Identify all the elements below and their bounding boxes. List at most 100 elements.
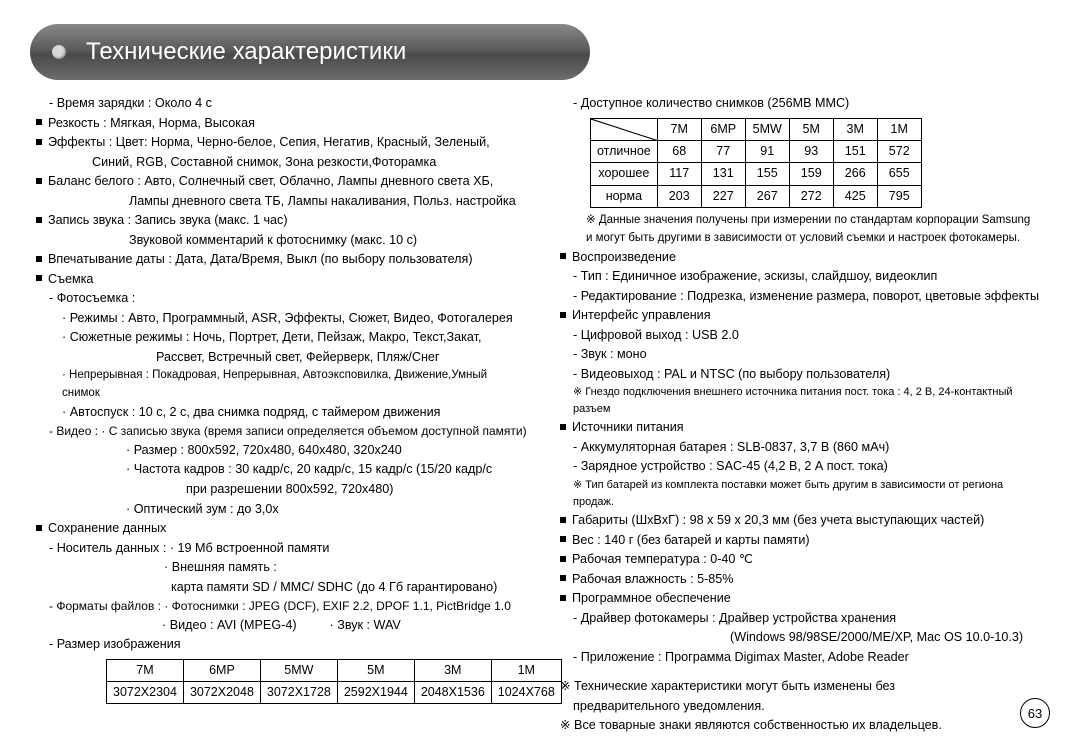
spec-software-app: - Приложение : Программа Digimax Master,… xyxy=(560,648,1044,668)
spec-effects: Эффекты : Цвет: Норма, Черно-белое, Сепи… xyxy=(36,133,528,153)
cell: 3072X2048 xyxy=(183,682,260,704)
spec-playback-type: - Тип : Единичное изображение, эскизы, с… xyxy=(560,267,1044,287)
spec-power-note: ※ Тип батарей из комплекта поставки може… xyxy=(560,477,1044,511)
image-size-table: 7M 6MP 5MW 5M 3M 1M 3072X2304 3072X2048 … xyxy=(106,659,562,705)
spec-white-balance-cont: Лампы дневного света ТБ, Лампы накаливан… xyxy=(36,192,528,212)
cell: 266 xyxy=(833,163,877,185)
cell: 91 xyxy=(745,140,789,162)
spec-date-imprint: Впечатывание даты : Дата, Дата/Время, Вы… xyxy=(36,250,528,270)
spec-dimensions: Габариты (ШxВxГ) : 98 x 59 x 20,3 мм (бе… xyxy=(560,511,1044,531)
table-row: норма 203 227 267 272 425 795 xyxy=(591,185,922,207)
th-3m: 3M xyxy=(414,659,491,681)
title-dot-icon xyxy=(52,45,66,59)
page-title: Технические характеристики xyxy=(86,38,406,66)
spec-media: - Носитель данных : · 19 Мб встроенной п… xyxy=(36,539,528,559)
th-5m: 5M xyxy=(789,118,833,140)
cell: 2048X1536 xyxy=(414,682,491,704)
table-row: отличное 68 77 91 93 151 572 xyxy=(591,140,922,162)
spec-interface: Интерфейс управления xyxy=(560,306,1044,326)
shot-capacity-table: 7M 6MP 5MW 5M 3M 1M отличное 68 77 91 93… xyxy=(590,118,922,209)
table-row: 7M 6MP 5MW 5M 3M 1M xyxy=(591,118,922,140)
spec-storage: Сохранение данных xyxy=(36,519,528,539)
note-samsung: ※ Данные значения получены при измерении… xyxy=(560,212,1044,230)
page-title-pill: Технические характеристики xyxy=(30,24,590,80)
left-column: - Время зарядки : Около 4 с Резкость : М… xyxy=(36,94,528,736)
spec-white-balance: Баланс белого : Авто, Солнечный свет, Об… xyxy=(36,172,528,192)
page: Технические характеристики - Время заряд… xyxy=(0,0,1080,746)
spec-video-fps: · Частота кадров : 30 кадр/с, 20 кадр/с,… xyxy=(36,460,528,480)
th-5mw: 5MW xyxy=(260,659,337,681)
table-row: хорошее 117 131 155 159 266 655 xyxy=(591,163,922,185)
cell: 159 xyxy=(789,163,833,185)
diag-line-icon xyxy=(591,119,657,140)
cell: 272 xyxy=(789,185,833,207)
spec-video-size: · Размер : 800x592, 720x480, 640x480, 32… xyxy=(36,441,528,461)
table-row: 3072X2304 3072X2048 3072X1728 2592X1944 … xyxy=(107,682,562,704)
th-5m: 5M xyxy=(337,659,414,681)
row-h-good: хорошее xyxy=(591,163,658,185)
cell: 572 xyxy=(877,140,921,162)
spec-sound-rec: Запись звука : Запись звука (макс. 1 час… xyxy=(36,211,528,231)
spec-photo: - Фотосъемка : xyxy=(36,289,528,309)
th-3m: 3M xyxy=(833,118,877,140)
spec-image-size: - Размер изображения xyxy=(36,635,528,655)
footnote-1: ※ Технические характеристики могут быть … xyxy=(560,677,1044,697)
spec-file-audio: · Звук : WAV xyxy=(330,618,401,632)
cell: 203 xyxy=(657,185,701,207)
spec-power-charger: - Зарядное устройство : SAC-45 (4,2 В, 2… xyxy=(560,457,1044,477)
spec-software-driver: - Драйвер фотокамеры : Драйвер устройств… xyxy=(560,609,1044,629)
spec-playback-edit: - Редактирование : Подрезка, изменение р… xyxy=(560,287,1044,307)
content-columns: - Время зарядки : Около 4 с Резкость : М… xyxy=(36,94,1044,736)
spec-power: Источники питания xyxy=(560,418,1044,438)
cell: 655 xyxy=(877,163,921,185)
th-1m: 1M xyxy=(877,118,921,140)
spec-video: - Видео : · С записью звука (время запис… xyxy=(36,422,528,441)
spec-playback: Воспроизведение xyxy=(560,248,1044,268)
cell: 151 xyxy=(833,140,877,162)
cell: 227 xyxy=(701,185,745,207)
spec-shot-capacity: - Доступное количество снимков (256MB MM… xyxy=(560,94,1044,114)
row-h-excellent: отличное xyxy=(591,140,658,162)
page-number-value: 63 xyxy=(1028,706,1042,721)
page-number: 63 xyxy=(1020,698,1050,728)
table-row: 7M 6MP 5MW 5M 3M 1M xyxy=(107,659,562,681)
spec-charge-time: - Время зарядки : Около 4 с xyxy=(36,94,528,114)
spec-power-battery: - Аккумуляторная батарея : SLB-0837, 3,7… xyxy=(560,438,1044,458)
right-column: - Доступное количество снимков (256MB MM… xyxy=(560,94,1044,736)
row-h-normal: норма xyxy=(591,185,658,207)
spec-file-formats: - Форматы файлов : · Фотоснимки : JPEG (… xyxy=(36,597,528,616)
cell: 155 xyxy=(745,163,789,185)
spec-modes: · Режимы : Авто, Программный, ASR, Эффек… xyxy=(36,309,528,329)
spec-weight: Вес : 140 г (без батарей и карты памяти) xyxy=(560,531,1044,551)
spec-interface-sound: - Звук : моно xyxy=(560,345,1044,365)
spec-sound-rec-cont: Звуковой комментарий к фотоснимку (макс.… xyxy=(36,231,528,251)
spec-temp: Рабочая температура : 0-40 ℃ xyxy=(560,550,1044,570)
spec-scene-modes: · Сюжетные режимы : Ночь, Портрет, Дети,… xyxy=(36,328,528,348)
cell: 425 xyxy=(833,185,877,207)
spec-interface-video: - Видеовыход : PAL и NTSC (по выбору пол… xyxy=(560,365,1044,385)
cell: 131 xyxy=(701,163,745,185)
spec-selftimer: · Автоспуск : 10 с, 2 с, два снимка подр… xyxy=(36,403,528,423)
diag-cell xyxy=(591,118,658,140)
spec-software: Программное обеспечение xyxy=(560,589,1044,609)
th-7m: 7M xyxy=(107,659,184,681)
cell: 3072X2304 xyxy=(107,682,184,704)
spec-effects-cont: Синий, RGB, Составной снимок, Зона резко… xyxy=(36,153,528,173)
cell: 117 xyxy=(657,163,701,185)
spec-interface-usb: - Цифровой выход : USB 2.0 xyxy=(560,326,1044,346)
spec-media-ext: · Внешняя память : xyxy=(36,558,528,578)
spec-humidity: Рабочая влажность : 5-85% xyxy=(560,570,1044,590)
cell: 93 xyxy=(789,140,833,162)
spec-media-ext2: карта памяти SD / MMC/ SDHC (до 4 Гб гар… xyxy=(36,578,528,598)
spec-video-zoom: · Оптический зум : до 3,0x xyxy=(36,500,528,520)
spec-sharpness: Резкость : Мягкая, Норма, Высокая xyxy=(36,114,528,134)
cell: 1024X768 xyxy=(491,682,561,704)
cell: 68 xyxy=(657,140,701,162)
spec-scene-modes-cont: Рассвет, Встречный свет, Фейерверк, Пляж… xyxy=(36,348,528,368)
spec-interface-power-note: ※ Гнездо подключения внешнего источника … xyxy=(560,384,1044,418)
cell: 795 xyxy=(877,185,921,207)
footnote-1-cont: предварительного уведомления. xyxy=(560,697,1044,717)
note-samsung-cont: и могут быть другими в зависимости от ус… xyxy=(560,230,1044,248)
th-6mp: 6MP xyxy=(701,118,745,140)
spec-video-fps-cont: при разрешении 800x592, 720x480) xyxy=(36,480,528,500)
